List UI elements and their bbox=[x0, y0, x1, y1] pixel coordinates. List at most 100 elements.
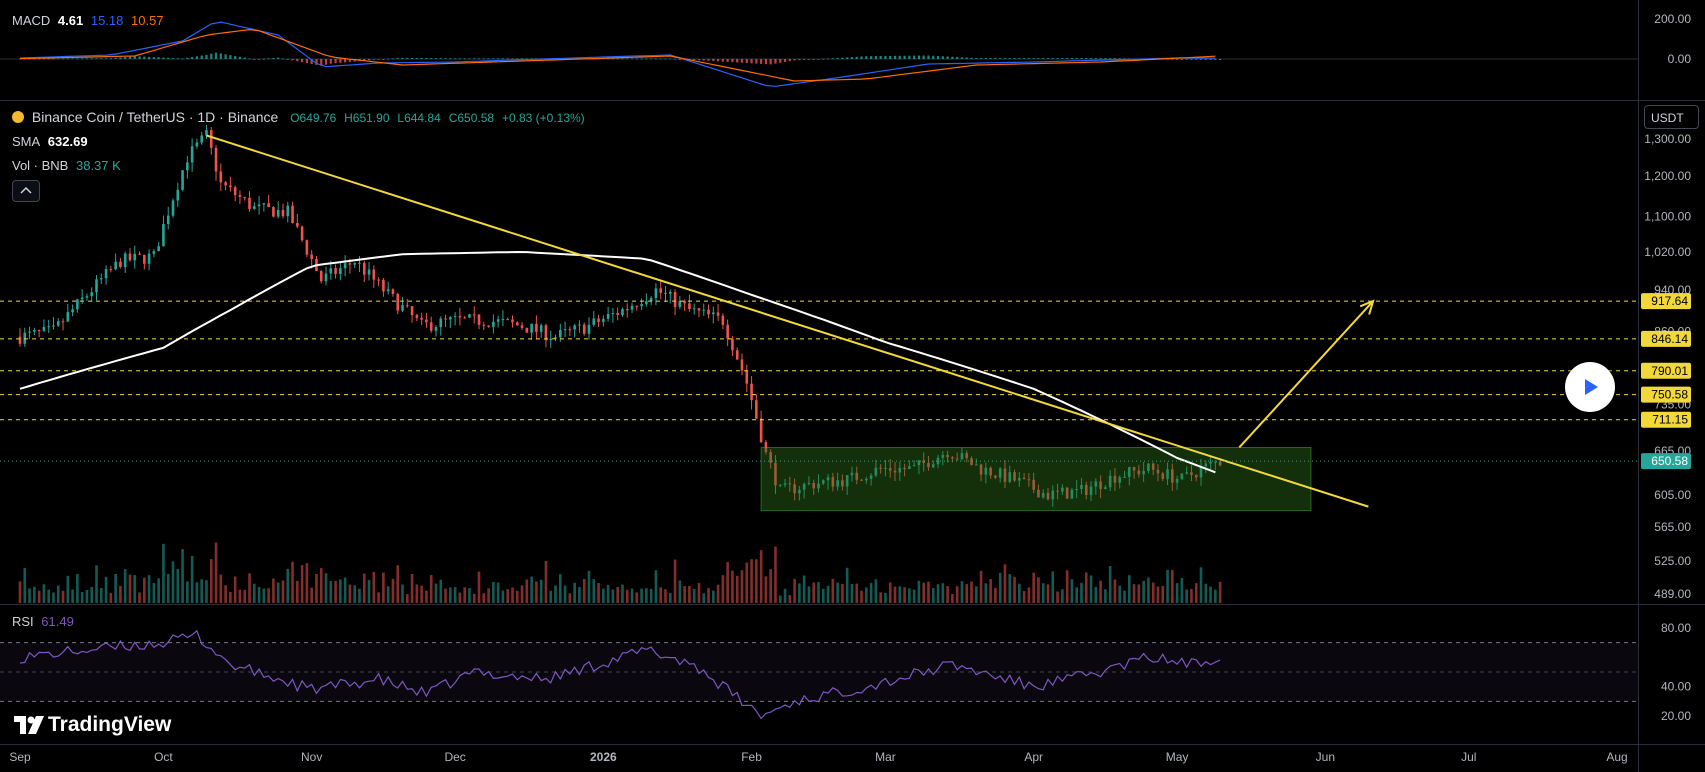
candle bbox=[162, 223, 165, 247]
macd-histogram-bar bbox=[846, 57, 849, 59]
macd-histogram-bar bbox=[396, 58, 399, 59]
candle bbox=[860, 479, 863, 481]
candle bbox=[1185, 472, 1188, 474]
price-level-badge[interactable]: 846.14 bbox=[1651, 332, 1688, 346]
candle bbox=[453, 316, 457, 318]
candle bbox=[429, 322, 433, 331]
last-price-badge[interactable]: 650.58 bbox=[1651, 454, 1688, 468]
price-level-badge-bg[interactable] bbox=[1641, 362, 1691, 379]
candle bbox=[410, 306, 414, 316]
volume-bar bbox=[1104, 589, 1107, 603]
price-level-badge[interactable]: 790.01 bbox=[1651, 364, 1688, 378]
last-price-badge-bg[interactable] bbox=[1641, 453, 1691, 470]
macd-histogram-bar bbox=[826, 58, 830, 60]
volume-legend[interactable]: Vol · BNB 38.37 K bbox=[12, 158, 125, 173]
volume-bar bbox=[339, 579, 342, 603]
macd-histogram-bar bbox=[152, 57, 155, 59]
volume-bar bbox=[171, 561, 175, 603]
price-axis[interactable]: 1,300.001,200.001,100.001,020.00940.0086… bbox=[1641, 12, 1691, 723]
macd-histogram-bar bbox=[339, 59, 342, 63]
candle bbox=[176, 189, 180, 201]
trend-line[interactable] bbox=[206, 134, 1369, 508]
sma-legend[interactable]: SMA 632.69 bbox=[12, 134, 92, 149]
collapse-legend-button[interactable] bbox=[12, 180, 40, 202]
volume-bar bbox=[492, 582, 495, 603]
price-level-badge[interactable]: 711.15 bbox=[1652, 413, 1688, 427]
price-level-badge-bg[interactable] bbox=[1641, 293, 1691, 310]
volume-bar bbox=[702, 593, 706, 603]
candle bbox=[731, 338, 734, 351]
candle bbox=[898, 467, 902, 473]
macd-histogram-bar bbox=[1027, 58, 1030, 59]
candle bbox=[1156, 469, 1160, 474]
volume-bar bbox=[1199, 567, 1203, 603]
volume-bar bbox=[951, 593, 954, 603]
volume-bar bbox=[472, 593, 476, 603]
macd-histogram-bar bbox=[607, 58, 610, 60]
candle bbox=[496, 319, 500, 322]
macd-histogram-bar bbox=[1171, 58, 1174, 60]
volume-bar bbox=[931, 588, 935, 603]
macd-histogram-bar bbox=[71, 58, 74, 60]
candle bbox=[606, 313, 610, 319]
candle bbox=[468, 314, 471, 318]
macd-histogram-bar bbox=[611, 58, 614, 60]
rsi-tick-label: 20.00 bbox=[1661, 709, 1691, 723]
range-box[interactable] bbox=[760, 446, 1312, 512]
volume-bar bbox=[434, 583, 438, 603]
candle bbox=[477, 314, 481, 325]
projection-arrow[interactable] bbox=[1238, 299, 1375, 449]
volume-bar bbox=[611, 589, 615, 603]
time-tick-label: Apr bbox=[1024, 750, 1043, 764]
candle bbox=[1113, 475, 1117, 483]
candle bbox=[47, 326, 50, 328]
volume-bar bbox=[252, 583, 256, 603]
rsi-tick-label: 40.00 bbox=[1661, 680, 1691, 694]
macd-histogram-bar bbox=[506, 58, 509, 60]
candle bbox=[1171, 469, 1174, 483]
price-level-badge[interactable]: 750.58 bbox=[1651, 388, 1688, 402]
projection-arrow-shaft[interactable] bbox=[1238, 300, 1374, 449]
rsi-legend[interactable]: RSI 61.49 bbox=[12, 614, 78, 629]
tradingview-logo[interactable]: TradingView bbox=[14, 713, 171, 737]
candle bbox=[1151, 463, 1155, 470]
macd-histogram-bar bbox=[449, 58, 452, 60]
price-levels[interactable] bbox=[0, 300, 1638, 421]
replay-play-button[interactable] bbox=[1565, 362, 1615, 412]
price-level-badge-bg[interactable] bbox=[1641, 411, 1691, 428]
volume-bar bbox=[401, 584, 404, 603]
macd-legend-hist: 10.57 bbox=[131, 13, 164, 28]
candle bbox=[200, 135, 203, 143]
macd-histogram-bar bbox=[693, 59, 696, 60]
macd-histogram-bar bbox=[324, 59, 328, 65]
candle bbox=[109, 269, 113, 271]
price-level-badge[interactable]: 917.64 bbox=[1651, 294, 1688, 308]
volume-bar bbox=[372, 572, 376, 603]
macd-tick-label: 0.00 bbox=[1668, 52, 1692, 66]
volume-bar bbox=[1161, 585, 1165, 603]
candle bbox=[850, 472, 854, 476]
volume-bar bbox=[205, 580, 208, 603]
candle bbox=[291, 205, 294, 224]
macd-histogram-bar bbox=[645, 58, 648, 60]
candle bbox=[123, 253, 127, 268]
candle bbox=[1018, 477, 1021, 481]
time-axis[interactable]: Sep Oct Nov Dec 2026 Feb Mar Apr May Jun Jul Aug bbox=[9, 750, 1627, 764]
projection-arrow-head[interactable] bbox=[1359, 299, 1375, 315]
symbol-name: Binance Coin / TetherUS · 1D · Binance bbox=[31, 109, 279, 125]
macd-histogram-bar bbox=[420, 58, 423, 59]
volume-bar bbox=[296, 580, 299, 603]
price-level-badge-bg[interactable] bbox=[1641, 386, 1691, 403]
macd-histogram-bar bbox=[1113, 58, 1117, 60]
symbol-legend[interactable]: Binance Coin / TetherUS · 1D · Binance O… bbox=[12, 109, 589, 125]
macd-histogram-bar bbox=[224, 54, 227, 59]
sma-legend-value: 632.69 bbox=[47, 134, 88, 149]
price-level-badge-bg[interactable] bbox=[1641, 330, 1691, 347]
macd-histogram-bar bbox=[1061, 58, 1064, 59]
price-tick-label: 1,300.00 bbox=[1644, 132, 1691, 146]
macd-histogram-bar bbox=[903, 55, 906, 59]
macd-histogram-bar bbox=[702, 59, 705, 61]
volume-bar bbox=[1147, 577, 1150, 603]
currency-selector[interactable]: USDT bbox=[1644, 105, 1699, 129]
